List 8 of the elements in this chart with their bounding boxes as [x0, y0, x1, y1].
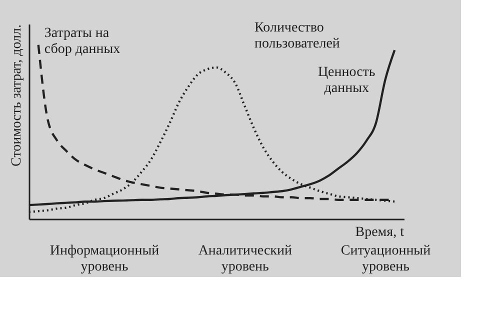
text: Количество пользователей — [254, 20, 340, 52]
x-axis-title: Время, t — [355, 225, 404, 240]
series-label: Ценность данных — [318, 65, 376, 96]
x-tick-label: Ситуационный уровень — [340, 244, 432, 274]
x-tick-label: Аналитический уровень — [198, 244, 292, 274]
y-axis-title: Стоимость затрат, долл. — [10, 24, 24, 167]
series-label: Затраты на сбор данных — [44, 26, 120, 57]
x-tick-label: Информационный уровень — [50, 244, 160, 274]
